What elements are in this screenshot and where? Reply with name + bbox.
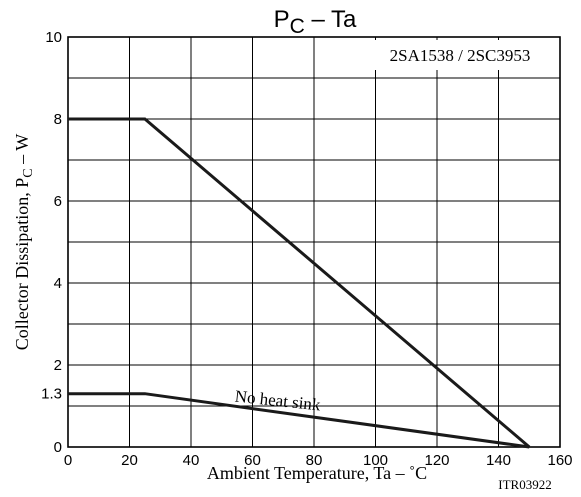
x-tick-label: 0	[64, 452, 72, 469]
series-line-1	[68, 117, 531, 449]
x-tick-label: 120	[424, 452, 449, 469]
y-tick-label: 10	[45, 29, 62, 46]
y-tick-label: 8	[54, 111, 62, 128]
y-tick-label: 1.3	[41, 386, 62, 403]
series-line-2	[68, 392, 530, 449]
x-tick-label: 140	[486, 452, 511, 469]
x-tick-label: 100	[363, 452, 388, 469]
y-tick-label: 2	[54, 357, 62, 374]
plot-frame	[67, 36, 561, 448]
series-layer	[68, 117, 531, 449]
device-label: 2SA1538 / 2SC3953	[390, 46, 531, 65]
x-tick-label: 60	[244, 452, 261, 469]
y-tick-label: 6	[54, 193, 62, 210]
y-tick-label: 4	[54, 275, 62, 292]
y-tick-label: 0	[54, 439, 62, 456]
chart-title: PC – Ta	[274, 6, 357, 38]
y-tick-labels: 0 1.3 2 4 6 8 10	[41, 29, 62, 456]
annotations: No heat sink	[234, 387, 322, 415]
x-tick-label: 40	[183, 452, 200, 469]
chart-code: ITR03922	[498, 477, 551, 492]
annotation-no-heat-sink: No heat sink	[234, 387, 322, 415]
grid	[67, 36, 561, 448]
x-tick-label: 160	[547, 452, 572, 469]
x-axis-label: Ambient Temperature, Ta – ˚C	[207, 463, 427, 483]
x-tick-labels: 0 20 40 60 80 100 120 140 160	[64, 452, 573, 469]
device-label-box	[362, 40, 558, 70]
x-tick-label: 80	[306, 452, 323, 469]
y-axis-label: Collector Dissipation, PC – W	[12, 134, 36, 351]
x-tick-label: 20	[121, 452, 138, 469]
